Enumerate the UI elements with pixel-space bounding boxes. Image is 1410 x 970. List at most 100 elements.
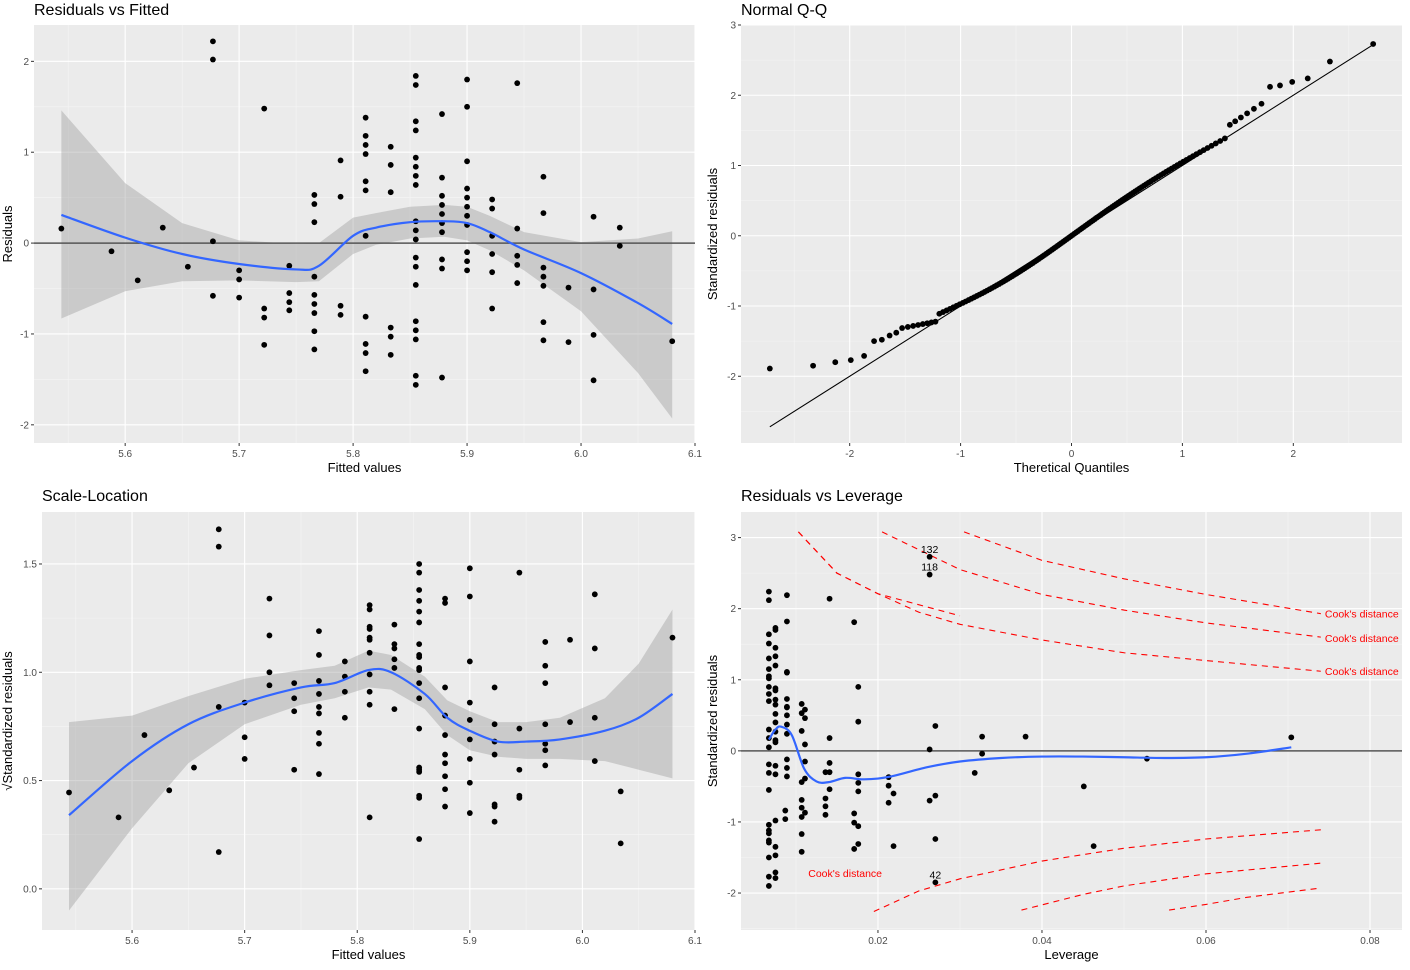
data-point [591, 714, 598, 721]
data-point [366, 636, 373, 643]
plot-background [741, 512, 1402, 930]
data-point [565, 284, 572, 291]
data-point [366, 606, 373, 613]
data-point [464, 203, 470, 210]
data-point [979, 733, 986, 740]
data-point [540, 210, 547, 217]
data-point [439, 374, 445, 381]
data-point [765, 683, 772, 690]
point-label: 132 [921, 544, 939, 556]
x-tick-label: 5.8 [350, 936, 364, 947]
data-point [387, 162, 394, 168]
data-point [765, 698, 772, 704]
data-point [765, 769, 772, 776]
data-point [412, 182, 419, 188]
data-point [412, 127, 419, 134]
cooks-distance-contour [881, 531, 1321, 638]
chart-title: Residuals vs Leverage [741, 488, 903, 505]
data-point [215, 526, 222, 533]
data-point [134, 277, 141, 284]
data-point [1090, 843, 1097, 850]
data-point [514, 80, 521, 87]
data-point [886, 332, 893, 339]
data-point [772, 624, 779, 631]
data-point [855, 683, 862, 690]
data-point [904, 324, 911, 330]
data-point [910, 323, 917, 329]
data-point [261, 305, 268, 312]
data-point [669, 338, 676, 345]
data-point [184, 263, 191, 270]
data-point [855, 788, 862, 795]
x-tick-label: 6.1 [688, 449, 702, 460]
data-point [782, 816, 789, 823]
loess-smooth-line [60, 213, 673, 325]
data-point [1267, 83, 1273, 90]
data-point [215, 704, 222, 710]
data-point [464, 249, 470, 256]
data-point [1237, 114, 1244, 121]
x-axis-label: Fitted values [328, 460, 402, 475]
data-point [291, 766, 298, 773]
data-point [855, 841, 862, 847]
data-point [919, 321, 926, 327]
data-point [765, 655, 772, 662]
data-point [442, 600, 448, 606]
data-point [108, 248, 115, 255]
data-point [464, 258, 470, 265]
data-point [464, 212, 470, 219]
data-point [439, 229, 445, 236]
data-point [442, 732, 448, 738]
point-label: 42 [930, 869, 942, 881]
y-tick-label: 1.5 [23, 559, 37, 570]
data-point [316, 691, 322, 697]
data-point [784, 592, 790, 599]
data-point [971, 769, 978, 776]
data-point [316, 710, 322, 717]
data-point [822, 803, 829, 810]
data-point [855, 771, 862, 778]
data-point [772, 843, 779, 850]
data-point [416, 836, 423, 842]
data-point [412, 154, 419, 161]
data-point [765, 830, 772, 837]
data-point [590, 331, 597, 338]
data-point [890, 790, 897, 797]
data-point [516, 725, 523, 732]
data-point [514, 252, 521, 259]
chart-title: Residuals vs Fitted [34, 2, 169, 19]
plot-area [66, 526, 676, 911]
data-point [286, 307, 293, 314]
data-point [567, 636, 573, 643]
y-tick-label: -2 [727, 372, 736, 383]
cooks-distance-contour [963, 531, 1321, 615]
y-tick-label: 2 [23, 57, 29, 68]
data-point [932, 318, 939, 325]
data-point [362, 368, 369, 375]
y-axis-label: Standardized residuals [705, 654, 720, 787]
data-point [915, 322, 922, 328]
data-point [236, 267, 243, 274]
x-tick-label: 5.6 [118, 449, 132, 460]
data-point [802, 775, 808, 782]
data-point [311, 219, 318, 226]
data-point [855, 779, 862, 786]
data-point [412, 172, 419, 179]
data-point [926, 797, 933, 804]
data-point [899, 325, 906, 331]
data-point [286, 262, 293, 269]
data-point [466, 658, 473, 665]
cooks-distance-label: Cook's distance [1325, 666, 1399, 678]
data-point [362, 142, 369, 148]
data-point [316, 628, 322, 635]
y-tick-label: -1 [727, 302, 736, 313]
data-point [847, 357, 854, 364]
data-point [1289, 79, 1296, 85]
y-tick-label: 0 [730, 231, 736, 242]
data-point [1288, 734, 1295, 741]
data-point [798, 701, 805, 707]
data-point [159, 224, 166, 231]
data-point [416, 654, 423, 661]
data-point [540, 264, 547, 271]
data-point [442, 684, 448, 691]
